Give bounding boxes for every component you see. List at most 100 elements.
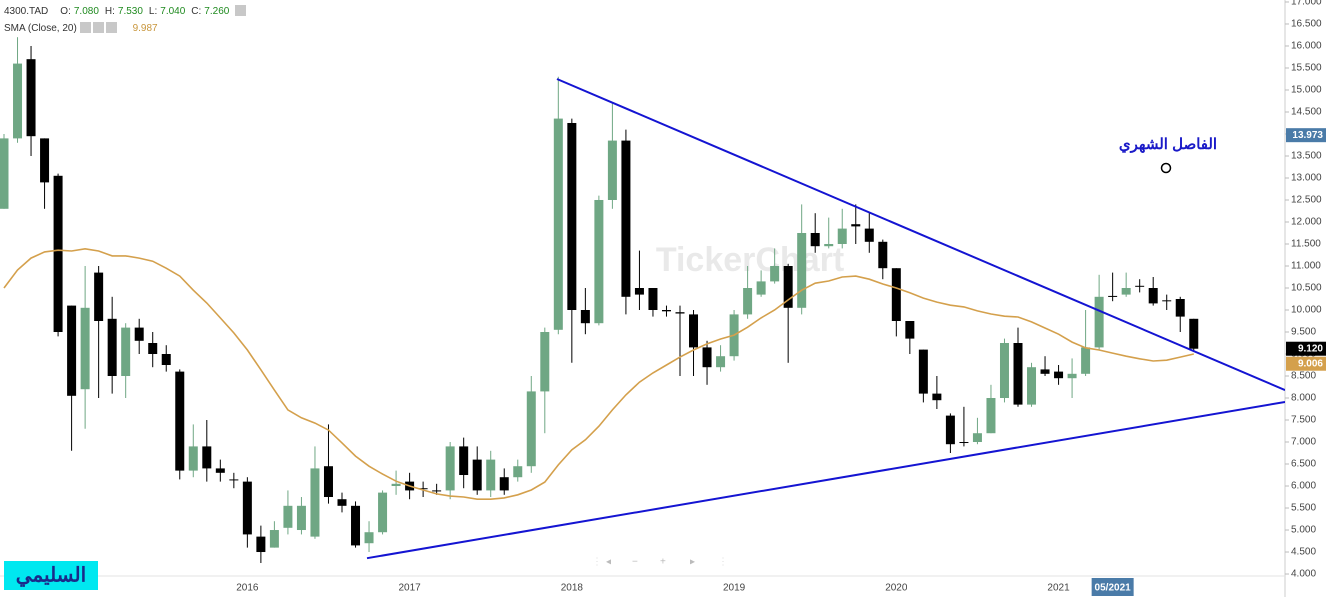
y-tick-label: 13.000 [1291, 173, 1322, 184]
nav-left[interactable]: ◂ [606, 557, 611, 568]
price-label: 9.006 [1298, 358, 1323, 369]
icon[interactable] [79, 22, 91, 33]
candle-body [675, 312, 685, 314]
candle-body [215, 468, 225, 473]
y-tick-label: 16.000 [1291, 41, 1322, 52]
candle-body [1054, 371, 1064, 379]
candle-body [621, 140, 631, 297]
candle-body [459, 446, 469, 476]
candle-body [1040, 369, 1050, 374]
y-tick-label: 5.500 [1291, 503, 1316, 514]
candle-body [202, 446, 212, 469]
candle-body [1121, 288, 1131, 295]
y-tick-label: 7.500 [1291, 415, 1316, 426]
y-tick-label: 15.000 [1291, 85, 1322, 96]
candle-body [851, 224, 861, 227]
candle-body [445, 446, 455, 491]
candle-body [783, 265, 793, 308]
candle-body [310, 468, 320, 537]
candle-body [1175, 299, 1185, 317]
x-tick-label: 2016 [236, 583, 259, 594]
icon[interactable] [105, 22, 117, 33]
candle-body [296, 505, 306, 531]
y-tick-label: 7.000 [1291, 437, 1316, 448]
x-tick-label: 2021 [1047, 583, 1070, 594]
candle-body [269, 530, 279, 548]
candle-body [648, 288, 658, 311]
crosshair-box [1091, 578, 1134, 596]
candle-body [188, 446, 198, 471]
candle-body [134, 327, 144, 341]
candle-body [40, 138, 50, 183]
candle-body [94, 272, 104, 322]
ohlc-value: 7.530 [117, 6, 143, 17]
candle-body [175, 371, 185, 471]
y-tick-label: 12.000 [1291, 217, 1322, 228]
candle-body [107, 318, 117, 377]
candle-body [824, 243, 834, 247]
ohlc-label: H: [104, 6, 115, 17]
candle-body [810, 232, 820, 247]
watermark: TickerChart [656, 241, 844, 279]
y-tick-label: 10.500 [1291, 283, 1322, 294]
candle-body [53, 175, 63, 333]
nav-zoom-in[interactable]: + [660, 557, 666, 568]
candle-body [242, 481, 252, 535]
candle-body [283, 505, 293, 528]
y-tick-label: 16.500 [1291, 19, 1322, 30]
candle-body [905, 321, 915, 339]
candle-body [770, 265, 780, 282]
candle-body [580, 310, 590, 324]
candle-body [716, 356, 726, 368]
candle-body [891, 268, 901, 322]
sma-line [3, 247, 1194, 500]
y-tick-label: 17.000 [1291, 0, 1322, 8]
candle-body [959, 442, 969, 444]
candle-body [1148, 288, 1158, 304]
candle-body [689, 314, 699, 348]
nav-zoom-out[interactable]: − [632, 557, 638, 568]
candle-body [26, 59, 36, 137]
candle-body [567, 122, 577, 311]
nav-sep: ⋮ [718, 557, 728, 568]
candle-body [878, 241, 888, 269]
candle-body [513, 466, 523, 478]
y-tick-label: 13.500 [1291, 151, 1322, 162]
annotation-marker [1160, 162, 1172, 174]
candle-body [499, 477, 509, 491]
y-tick-label: 10.000 [1291, 305, 1322, 316]
ohlc: O: 7.080 H: 7.530 L: 7.040 C: 7.260 [60, 6, 235, 17]
candle-body [418, 488, 428, 490]
y-tick-label: 12.500 [1291, 195, 1322, 206]
candle-body [661, 310, 671, 312]
candle-body [229, 479, 239, 481]
candle-body [323, 466, 333, 498]
nav-right[interactable]: ▸ [690, 557, 695, 568]
icon[interactable] [92, 22, 104, 33]
candle-body [1189, 318, 1199, 349]
nav-controls[interactable]: ⋮ ◂ − + ▸ ⋮ [592, 557, 728, 568]
candle-body [702, 347, 712, 368]
candle-body [918, 349, 928, 394]
ohlc-value: 7.040 [160, 6, 186, 17]
candle-body [756, 281, 766, 295]
candle-body [932, 393, 942, 401]
icon[interactable] [235, 5, 247, 16]
annotation: الفاصل الشهري [1119, 136, 1217, 154]
x-tick-label: 2020 [885, 583, 908, 594]
indicator-name: SMA (Close, 20) [4, 23, 77, 34]
price-label-box [1286, 341, 1326, 356]
y-tick-label: 6.500 [1291, 459, 1316, 470]
crosshair-label: 05/2021 [1095, 583, 1132, 594]
ohlc-label: O: [60, 6, 71, 17]
candle-body [972, 433, 982, 443]
candle-body [607, 140, 617, 200]
candle-body [13, 63, 23, 139]
candle-body [526, 391, 536, 467]
candle-body [80, 307, 90, 390]
ohlc-label: C: [191, 6, 202, 17]
candle-body [1067, 373, 1077, 379]
candle-body [1135, 285, 1145, 287]
candle-body [1094, 296, 1104, 348]
